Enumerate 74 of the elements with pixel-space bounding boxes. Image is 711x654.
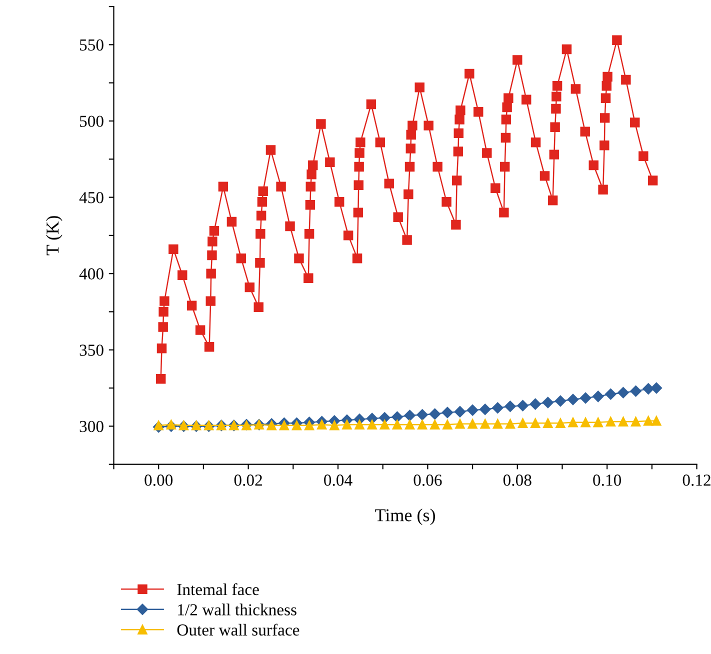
y-tick-label: 350 xyxy=(80,344,104,356)
point xyxy=(605,388,616,400)
point xyxy=(292,420,302,430)
point xyxy=(650,382,662,394)
point xyxy=(404,410,416,422)
point xyxy=(580,418,590,428)
point xyxy=(492,402,504,414)
y-tick-label: 400 xyxy=(79,268,104,280)
point xyxy=(330,420,340,430)
point xyxy=(630,385,642,397)
point xyxy=(593,418,603,428)
point xyxy=(643,416,654,426)
legend-label: 1/2 wall thickness xyxy=(178,604,296,616)
x-tick-label: 0.06 xyxy=(414,474,442,486)
point xyxy=(342,420,352,430)
y-axis-title: T (K) xyxy=(46,216,62,256)
point xyxy=(416,409,428,420)
x-tick-label: 0.04 xyxy=(324,474,352,486)
point xyxy=(392,411,403,423)
point xyxy=(592,390,604,402)
point xyxy=(606,416,616,426)
point xyxy=(367,420,377,430)
point xyxy=(468,419,478,429)
point xyxy=(392,420,402,430)
point xyxy=(466,404,478,416)
point xyxy=(454,406,466,418)
x-axis-title: Time (s) xyxy=(375,508,435,525)
legend-label: Outer wall surface xyxy=(177,624,300,636)
point xyxy=(379,412,390,424)
point xyxy=(505,419,516,429)
point xyxy=(630,416,641,426)
point xyxy=(430,420,440,430)
point xyxy=(417,420,428,430)
point xyxy=(518,418,528,428)
point xyxy=(652,416,662,426)
point xyxy=(530,418,540,428)
x-tick-label: 0.02 xyxy=(234,474,262,486)
point xyxy=(568,418,578,428)
x-tick-label: 0.10 xyxy=(593,474,622,486)
point xyxy=(442,420,452,430)
point xyxy=(492,419,503,429)
point xyxy=(542,396,554,408)
point xyxy=(429,408,440,420)
point xyxy=(517,400,528,412)
point xyxy=(504,400,516,412)
x-tick-label: 0.00 xyxy=(144,474,173,486)
point xyxy=(618,387,629,398)
y-tick-label: 300 xyxy=(80,420,104,432)
point xyxy=(479,404,491,416)
point xyxy=(404,420,415,430)
x-tick-label: 0.12 xyxy=(682,474,710,486)
point xyxy=(316,420,327,430)
y-tick-label: 450 xyxy=(79,192,104,204)
point xyxy=(442,406,454,418)
point xyxy=(354,420,364,430)
point xyxy=(304,420,314,430)
point xyxy=(554,395,566,407)
legend-label: Intemal face xyxy=(177,583,259,596)
point xyxy=(567,394,579,406)
point xyxy=(556,418,566,428)
point xyxy=(455,419,465,429)
y-tick-label: 500 xyxy=(80,116,104,127)
point xyxy=(580,392,592,404)
point xyxy=(480,419,490,429)
y-tick-label: 550 xyxy=(80,39,104,51)
point xyxy=(380,420,390,430)
x-tick-label: 0.08 xyxy=(503,474,532,486)
point xyxy=(530,398,541,410)
point xyxy=(618,416,628,426)
point xyxy=(642,383,654,394)
point xyxy=(154,420,164,430)
point xyxy=(543,418,553,428)
point xyxy=(266,420,276,430)
point xyxy=(279,420,290,430)
